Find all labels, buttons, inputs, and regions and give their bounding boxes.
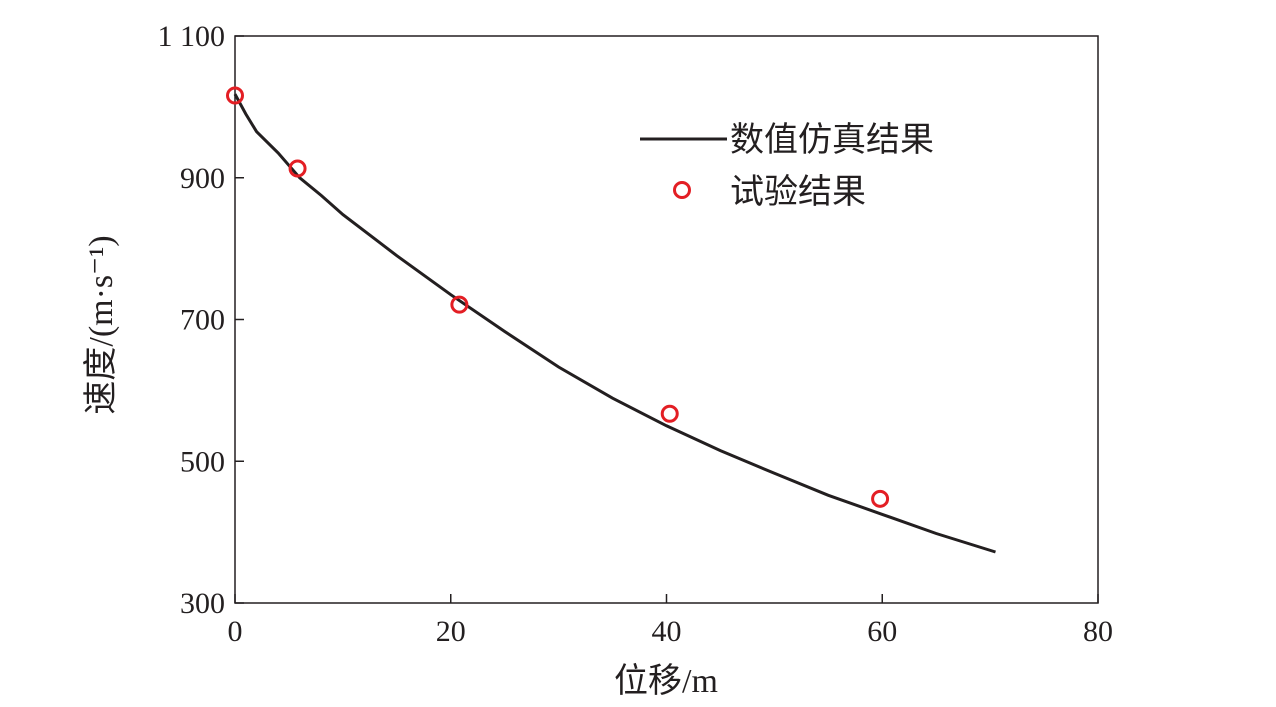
- legend-marker-experiment: [673, 181, 691, 199]
- data-point-experiment: [226, 86, 244, 105]
- data-point-experiment: [288, 159, 307, 178]
- legend: 数值仿真结果 试验结果: [640, 121, 934, 211]
- series-points-experiment: [226, 86, 890, 508]
- data-point-experiment: [450, 295, 469, 314]
- data-point-experiment: [660, 404, 679, 423]
- legend-label-simulation: 数值仿真结果: [730, 121, 934, 159]
- y-tick-label: 900: [180, 162, 225, 195]
- x-tick-label: 0: [228, 615, 243, 648]
- x-axis: 0 20 40 60 80: [228, 594, 1113, 648]
- x-tick-label: 40: [652, 615, 682, 648]
- legend-label-experiment: 试验结果: [730, 173, 866, 211]
- x-tick-label: 20: [436, 615, 466, 648]
- x-tick-label: 80: [1083, 615, 1113, 648]
- x-tick-label: 60: [867, 615, 897, 648]
- y-axis-title: 速度/(m·s⁻¹): [82, 235, 120, 414]
- y-tick-label: 500: [180, 445, 225, 478]
- y-tick-label: 700: [180, 304, 225, 337]
- x-axis-title: 位移/m: [614, 662, 718, 700]
- data-point-experiment: [871, 489, 890, 508]
- y-tick-label: 1 100: [158, 20, 226, 53]
- plot-frame: [234, 35, 1099, 604]
- y-tick-label: 300: [180, 587, 225, 620]
- y-axis: 300 500 700 900 1 100: [158, 20, 244, 620]
- series-line-simulation: [233, 93, 996, 554]
